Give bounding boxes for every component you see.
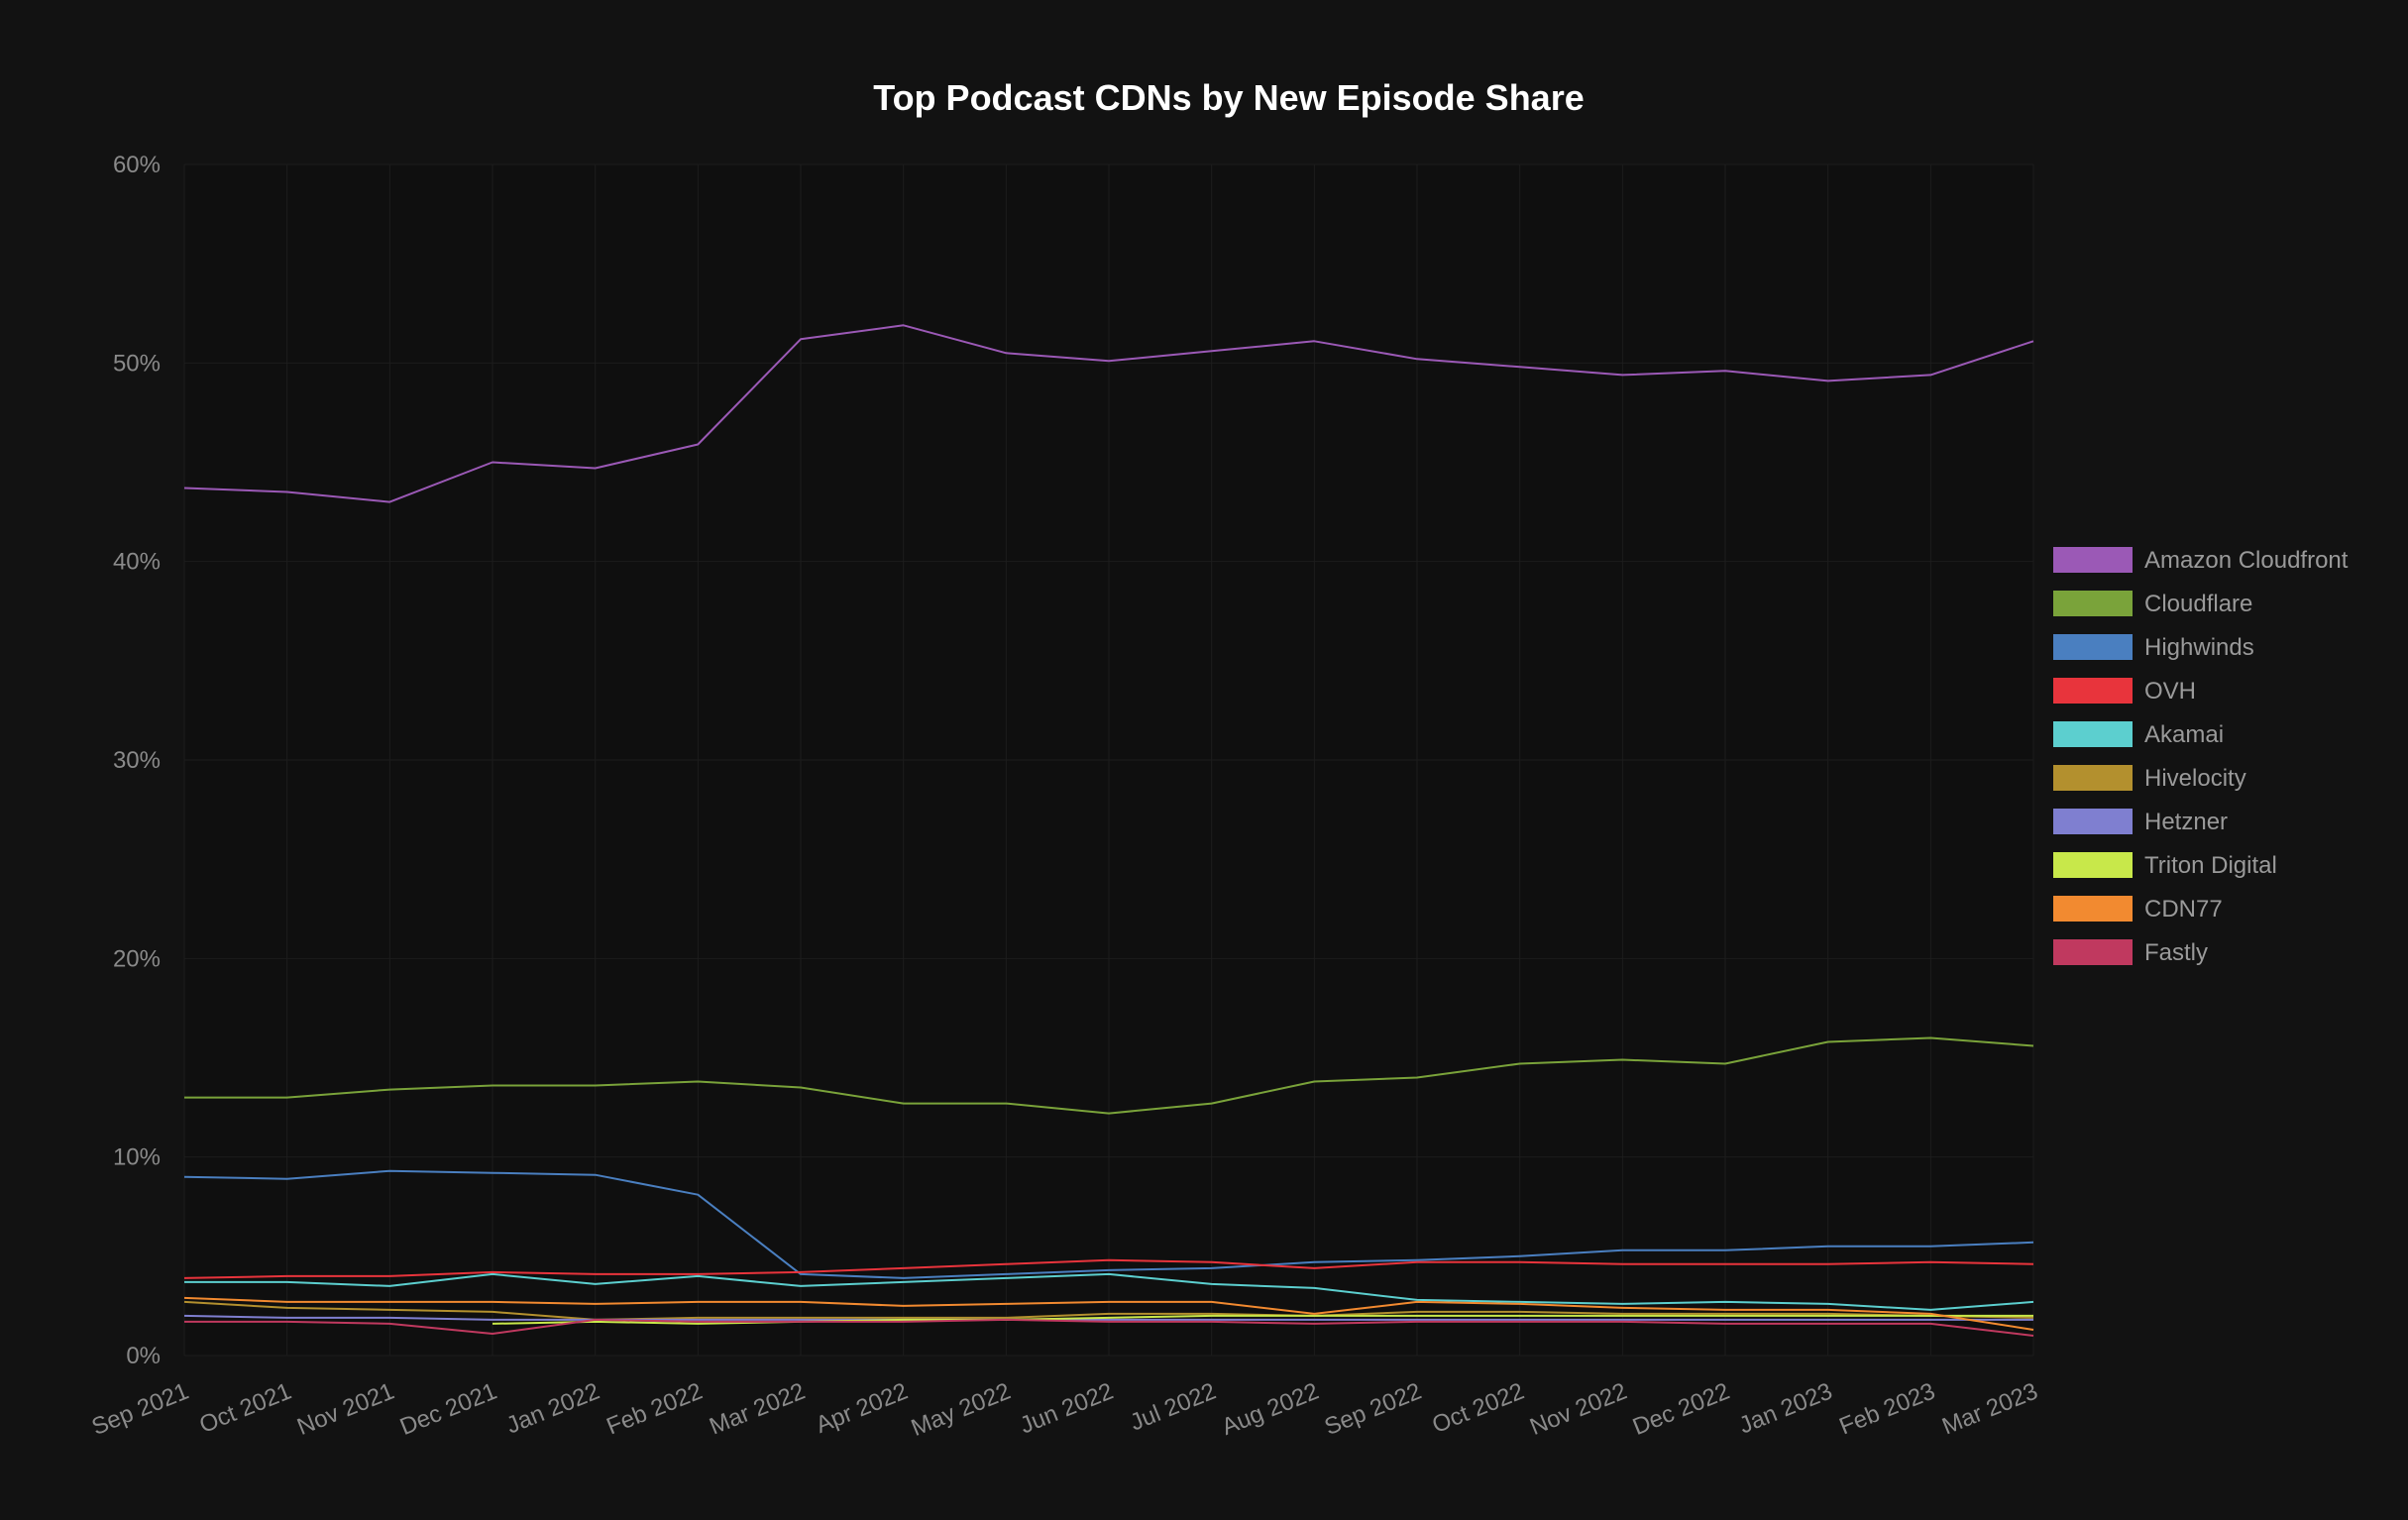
y-tick-label: 0% bbox=[126, 1343, 161, 1369]
series-line-amazon-cloudfront bbox=[183, 324, 2034, 503]
legend-label: Hivelocity bbox=[2144, 765, 2246, 792]
x-tick-label: Jan 2022 bbox=[502, 1378, 603, 1440]
legend-label: Amazon Cloudfront bbox=[2144, 547, 2349, 574]
legend-swatch bbox=[2053, 809, 2133, 834]
legend-label: CDN77 bbox=[2144, 896, 2223, 923]
x-tick-label: Dec 2022 bbox=[1629, 1378, 1733, 1442]
legend-swatch bbox=[2053, 634, 2133, 660]
series-line-akamai bbox=[184, 1272, 2034, 1311]
x-tick-label: Feb 2023 bbox=[1835, 1378, 1938, 1441]
chart-title: Top Podcast CDNs by New Episode Share bbox=[873, 77, 1585, 118]
x-tick-label: Apr 2022 bbox=[812, 1378, 911, 1440]
series-line-cdn77 bbox=[183, 1296, 2034, 1331]
legend-label: Akamai bbox=[2144, 721, 2224, 748]
x-tick-label: Jun 2022 bbox=[1017, 1378, 1118, 1440]
y-tick-label: 40% bbox=[113, 549, 161, 576]
series-line-hetzner bbox=[183, 1314, 2033, 1321]
y-tick-label: 60% bbox=[113, 152, 161, 178]
legend-label: OVH bbox=[2144, 678, 2196, 705]
legend-label: Hetzner bbox=[2144, 809, 2228, 835]
y-tick-label: 10% bbox=[113, 1144, 161, 1171]
x-tick-label: Oct 2022 bbox=[1428, 1378, 1527, 1440]
x-tick-label: Dec 2021 bbox=[396, 1378, 500, 1442]
series-line-ovh bbox=[183, 1258, 2034, 1279]
legend-swatch bbox=[2053, 591, 2133, 616]
x-tick-label: Feb 2022 bbox=[602, 1378, 706, 1441]
x-tick-label: Nov 2021 bbox=[293, 1378, 397, 1442]
x-tick-label: Jan 2023 bbox=[1735, 1378, 1836, 1440]
legend-label: Cloudflare bbox=[2144, 591, 2252, 617]
legend-swatch bbox=[2053, 896, 2133, 922]
legend-swatch bbox=[2053, 852, 2133, 878]
x-tick-label: Mar 2023 bbox=[1938, 1378, 2041, 1441]
x-tick-label: May 2022 bbox=[908, 1378, 1015, 1443]
y-tick-label: 20% bbox=[113, 945, 161, 972]
x-tick-label: Mar 2022 bbox=[706, 1378, 809, 1441]
x-tick-label: Jul 2022 bbox=[1127, 1378, 1220, 1437]
x-tick-label: Sep 2022 bbox=[1321, 1378, 1425, 1442]
legend-label: Fastly bbox=[2144, 939, 2208, 966]
x-tick-label: Aug 2022 bbox=[1218, 1378, 1322, 1442]
series-line-fastly bbox=[184, 1318, 2034, 1337]
x-tick-label: Nov 2022 bbox=[1526, 1378, 1630, 1442]
legend-label: Highwinds bbox=[2144, 634, 2254, 661]
series-line-cloudflare bbox=[184, 1036, 2034, 1115]
legend-swatch bbox=[2053, 678, 2133, 704]
legend-swatch bbox=[2053, 721, 2133, 747]
x-tick-label: Sep 2021 bbox=[88, 1378, 192, 1442]
y-tick-label: 30% bbox=[113, 747, 161, 774]
y-tick-label: 50% bbox=[113, 350, 161, 377]
series-line-highwinds bbox=[183, 1169, 2034, 1279]
series-line-triton-digital bbox=[492, 1314, 2033, 1325]
legend-swatch bbox=[2053, 547, 2133, 573]
series-line-hivelocity bbox=[183, 1300, 2034, 1321]
legend-label: Triton Digital bbox=[2144, 852, 2277, 879]
x-tick-label: Oct 2021 bbox=[195, 1378, 294, 1440]
legend-swatch bbox=[2053, 939, 2133, 965]
legend-swatch bbox=[2053, 765, 2133, 791]
